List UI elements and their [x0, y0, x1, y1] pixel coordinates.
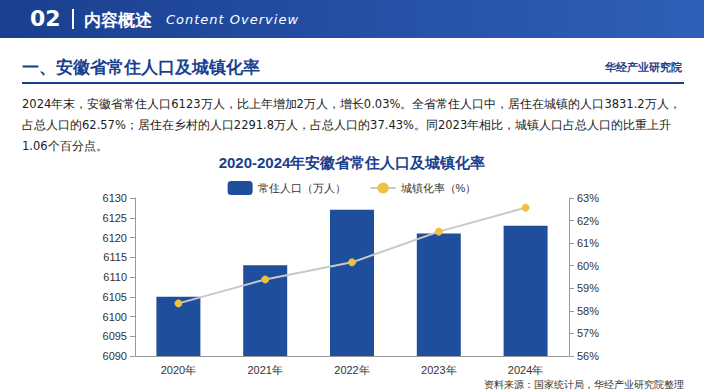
svg-text:2020-2024年安徽省常住人口及城镇化率: 2020-2024年安徽省常住人口及城镇化率	[219, 154, 486, 171]
svg-text:58%: 58%	[577, 305, 599, 317]
svg-text:6105: 6105	[103, 291, 127, 303]
svg-text:城镇化率（%）: 城镇化率（%）	[400, 182, 477, 194]
html-text:2024年末，安徽省常住人口6123万人，比上年增加2万人，: 2024年末，安徽省常住人口6123万人，比上年增加2万人，增长0.03%。全省…	[22, 97, 681, 153]
svg-text:61%: 61%	[577, 237, 599, 249]
html-text:内容概述: 内容概述	[84, 10, 152, 30]
svg-text:6095: 6095	[103, 330, 127, 342]
html-text:资料来源：国家统计局，华经产业研究院整理: 资料来源：国家统计局，华经产业研究院整理	[484, 379, 684, 390]
html-text:02: 02	[30, 6, 61, 31]
svg-text:56%: 56%	[577, 350, 599, 362]
svg-text:6130: 6130	[103, 192, 127, 204]
svg-text:60%: 60%	[577, 260, 599, 272]
svg-text:2023年: 2023年	[421, 364, 456, 376]
html-text:华经产业研究院: 华经产业研究院	[605, 61, 682, 74]
svg-text:6090: 6090	[103, 350, 127, 362]
svg-text:2020年: 2020年	[161, 364, 196, 376]
svg-text:6110: 6110	[103, 271, 127, 283]
svg-text:2021年: 2021年	[247, 364, 282, 376]
html-text:一、安徽省常住人口及城镇化率: 一、安徽省常住人口及城镇化率	[22, 57, 260, 77]
svg-text:59%: 59%	[577, 282, 599, 294]
svg-text:62%: 62%	[577, 215, 599, 227]
svg-text:6120: 6120	[103, 232, 127, 244]
svg-text:2022年: 2022年	[334, 364, 369, 376]
svg-text:6125: 6125	[103, 212, 127, 224]
svg-text:常住人口（万人）: 常住人口（万人）	[258, 182, 346, 194]
svg-text:2024年: 2024年	[508, 364, 543, 376]
html-text:Content Overview: Content Overview	[166, 12, 299, 27]
svg-text:63%: 63%	[577, 192, 599, 204]
svg-text:6100: 6100	[103, 311, 127, 323]
svg-text:6115: 6115	[103, 251, 127, 263]
svg-text:57%: 57%	[577, 327, 599, 339]
